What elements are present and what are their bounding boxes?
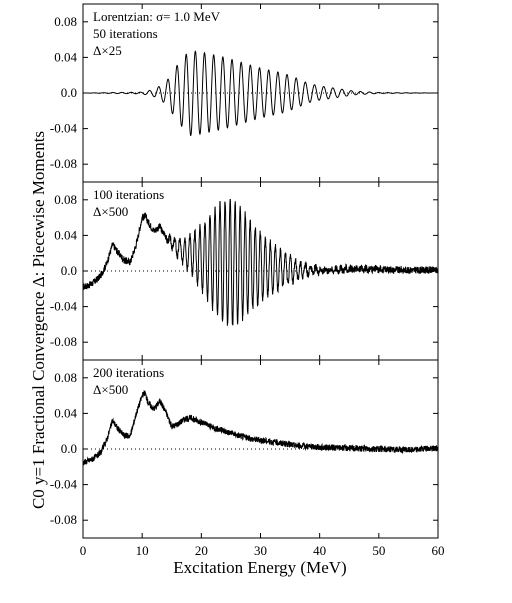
x-tick-label: 0 (80, 543, 87, 558)
x-tick-label: 30 (254, 543, 267, 558)
y-tick-label: -0.04 (50, 477, 78, 492)
y-tick-label: -0.08 (50, 334, 77, 349)
series-line (82, 198, 439, 326)
panel-annotation: Δ×25 (93, 43, 122, 58)
x-tick-label: 10 (136, 543, 149, 558)
y-axis-title: C0 y=1 Fractional Convergence Δ: Piecewi… (29, 131, 48, 509)
panel-1: 0.08 0.04 0.0 -0.04 -0.08 Lorentzian: σ= 1.0 … (50, 3, 439, 183)
y-tick-label: 0.08 (54, 192, 77, 207)
y-tick-label: 0.0 (61, 85, 77, 100)
y-tick-label: -0.08 (50, 512, 77, 527)
x-tick-label: 40 (313, 543, 326, 558)
x-tick-label: 60 (432, 543, 445, 558)
y-tick-label: -0.04 (50, 299, 78, 314)
chart-panels: 0.08 0.04 0.0 -0.04 -0.08 Lorentzian: σ= 1.0 … (50, 3, 439, 539)
y-tick-label: 0.04 (54, 405, 77, 420)
panel-annotation: 200 iterations (93, 365, 164, 380)
panel-annotation: Δ×500 (93, 204, 128, 219)
x-axis-tick-labels: 0 10 20 30 40 50 60 (80, 543, 445, 558)
y-tick-label: -0.04 (50, 121, 78, 136)
series-line (82, 389, 439, 466)
y-tick-label: 0.08 (54, 14, 77, 29)
y-tick-label: -0.08 (50, 156, 77, 171)
y-tick-label: 0.0 (61, 263, 77, 278)
panel-2: 0.08 0.04 0.0 -0.04 -0.08 100 iterations Δ×500 (50, 181, 439, 361)
y-tick-label: 0.08 (54, 370, 77, 385)
panel-3: 0.08 0.04 0.0 -0.04 -0.08 200 iterations Δ×500 (50, 359, 439, 539)
y-tick-label: 0.04 (54, 227, 77, 242)
panel-annotation: 50 iterations (93, 26, 158, 41)
series-line (83, 50, 438, 137)
x-axis-title: Excitation Energy (MeV) (173, 558, 346, 577)
panel-annotation: 100 iterations (93, 187, 164, 202)
panel-annotation: Δ×500 (93, 382, 128, 397)
y-tick-label: 0.0 (61, 441, 77, 456)
x-tick-label: 20 (195, 543, 208, 558)
y-tick-label: 0.04 (54, 49, 77, 64)
x-tick-label: 50 (372, 543, 385, 558)
panel-annotation: Lorentzian: σ= 1.0 MeV (93, 9, 221, 24)
